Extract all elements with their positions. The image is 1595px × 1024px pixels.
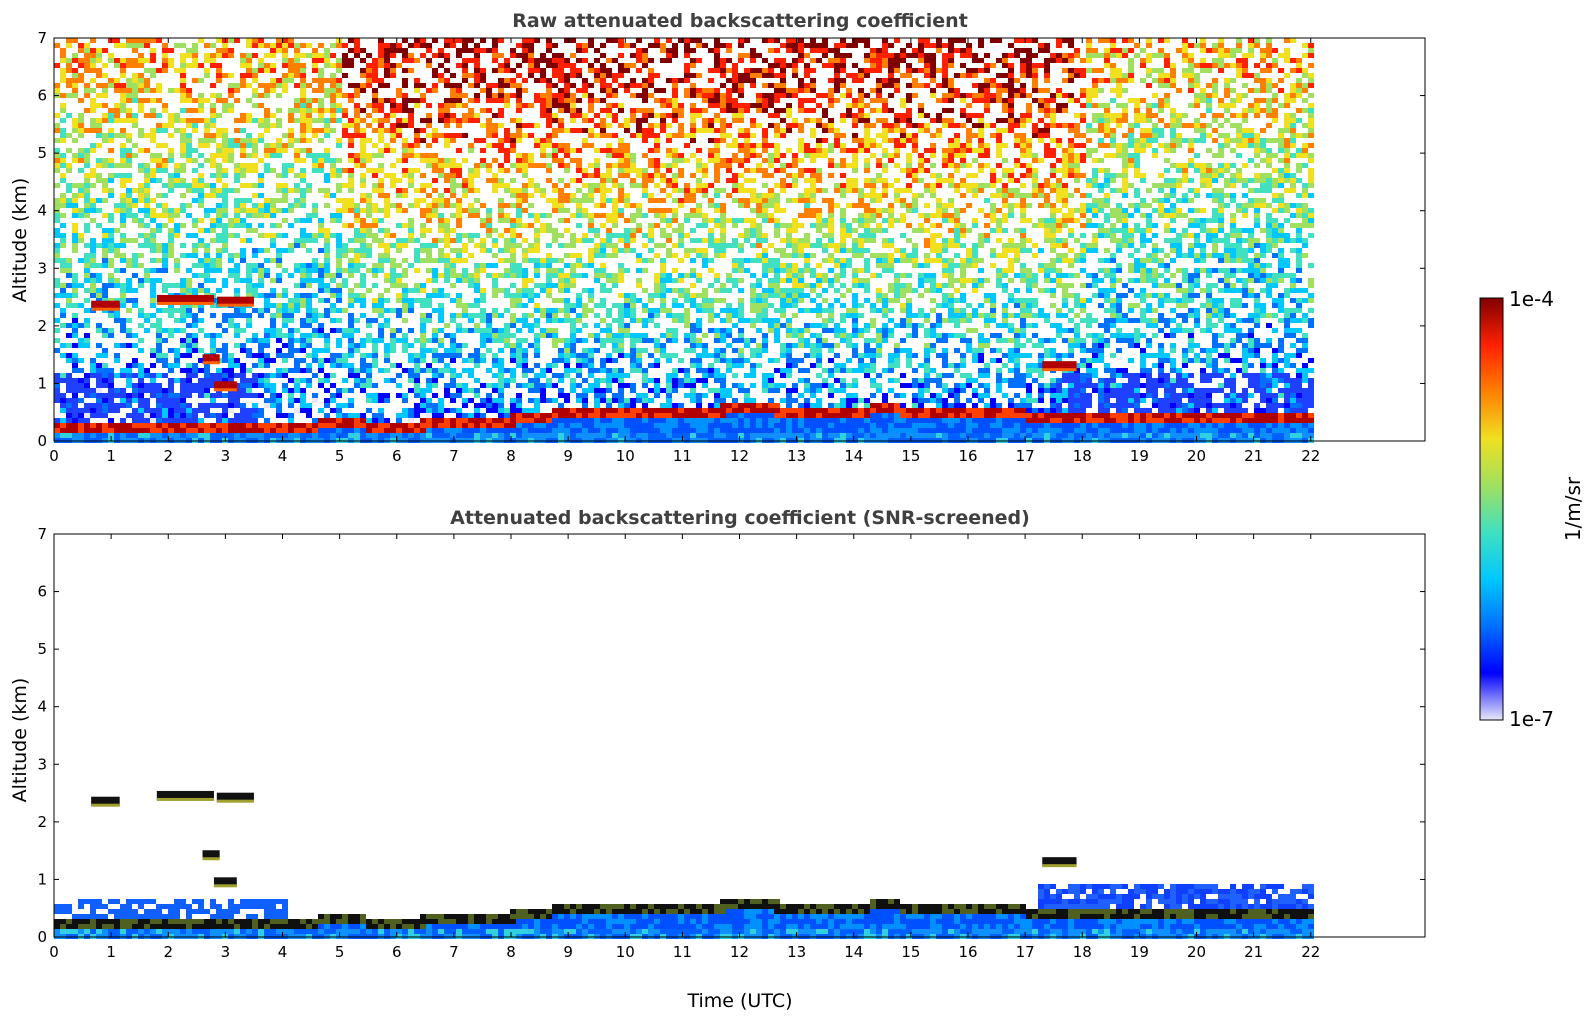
x-tick-label: 11	[673, 943, 692, 961]
x-tick-label: 18	[1073, 943, 1092, 961]
x-tick-label: 19	[1130, 943, 1149, 961]
panel-title: Attenuated backscattering coefficient (S…	[450, 507, 1030, 529]
y-tick-label: 1	[37, 870, 47, 888]
y-tick-label: 3	[37, 259, 47, 277]
plot-frame	[54, 534, 1425, 937]
x-tick-label: 2	[163, 943, 173, 961]
x-tick-label: 22	[1301, 447, 1320, 465]
x-tick-label: 15	[901, 447, 920, 465]
x-tick-label: 12	[730, 447, 749, 465]
y-tick-label: 4	[37, 202, 47, 220]
x-tick-label: 3	[221, 943, 231, 961]
y-tick-label: 3	[37, 755, 47, 773]
x-axis-label: Time (UTC)	[686, 990, 792, 1012]
x-tick-label: 21	[1244, 447, 1263, 465]
x-tick-label: 20	[1187, 943, 1206, 961]
x-tick-label: 18	[1073, 447, 1092, 465]
x-tick-label: 6	[392, 447, 402, 465]
x-tick-label: 5	[335, 943, 345, 961]
x-tick-label: 16	[958, 943, 977, 961]
raw-backscatter-panel: Raw attenuated backscattering coefficien…	[9, 10, 1425, 465]
x-tick-label: 17	[1016, 943, 1035, 961]
x-tick-label: 14	[844, 447, 863, 465]
x-tick-label: 0	[49, 447, 59, 465]
x-tick-label: 4	[278, 447, 288, 465]
backscatter-field	[54, 38, 1314, 443]
y-tick-label: 2	[37, 813, 47, 831]
colorbar-unit-label: 1/m/sr	[1561, 476, 1585, 541]
x-tick-label: 1	[106, 943, 116, 961]
x-tick-label: 19	[1130, 447, 1149, 465]
x-tick-label: 0	[49, 943, 59, 961]
y-tick-label: 4	[37, 698, 47, 716]
x-tick-label: 9	[563, 943, 573, 961]
colorbar: 1e-4 1e-7 1/m/sr	[1480, 287, 1585, 731]
y-tick-label: 5	[37, 144, 47, 162]
x-tick-label: 12	[730, 943, 749, 961]
x-tick-label: 13	[787, 943, 806, 961]
x-tick-label: 10	[616, 447, 635, 465]
x-tick-label: 7	[449, 447, 459, 465]
x-tick-label: 20	[1187, 447, 1206, 465]
y-tick-label: 1	[37, 374, 47, 392]
x-tick-label: 2	[163, 447, 173, 465]
snr-screened-panel: Attenuated backscattering coefficient (S…	[9, 507, 1425, 1012]
y-tick-label: 7	[37, 525, 47, 543]
x-tick-label: 8	[506, 447, 516, 465]
x-tick-label: 17	[1016, 447, 1035, 465]
y-tick-label: 7	[37, 29, 47, 47]
backscatter-field	[54, 884, 1314, 939]
colorbar-scale	[1480, 298, 1503, 720]
colorbar-max-label: 1e-4	[1509, 287, 1554, 311]
x-tick-label: 6	[392, 943, 402, 961]
x-tick-label: 22	[1301, 943, 1320, 961]
x-tick-label: 4	[278, 943, 288, 961]
x-tick-label: 14	[844, 943, 863, 961]
x-tick-label: 10	[616, 943, 635, 961]
x-tick-label: 21	[1244, 943, 1263, 961]
y-tick-label: 2	[37, 317, 47, 335]
x-tick-label: 16	[958, 447, 977, 465]
x-tick-label: 13	[787, 447, 806, 465]
y-tick-label: 0	[37, 432, 47, 450]
x-tick-label: 3	[221, 447, 231, 465]
y-axis-label: Altitude (km)	[9, 678, 31, 803]
panel-title: Raw attenuated backscattering coefficien…	[512, 10, 968, 32]
y-tick-label: 6	[37, 583, 47, 601]
x-tick-label: 1	[106, 447, 116, 465]
x-tick-label: 7	[449, 943, 459, 961]
x-tick-label: 5	[335, 447, 345, 465]
colorbar-min-label: 1e-7	[1509, 707, 1554, 731]
x-tick-label: 11	[673, 447, 692, 465]
x-tick-label: 8	[506, 943, 516, 961]
x-tick-label: 9	[563, 447, 573, 465]
x-tick-label: 15	[901, 943, 920, 961]
y-tick-label: 0	[37, 928, 47, 946]
y-tick-label: 6	[37, 87, 47, 105]
y-axis-label: Altitude (km)	[9, 178, 31, 303]
y-tick-label: 5	[37, 640, 47, 658]
